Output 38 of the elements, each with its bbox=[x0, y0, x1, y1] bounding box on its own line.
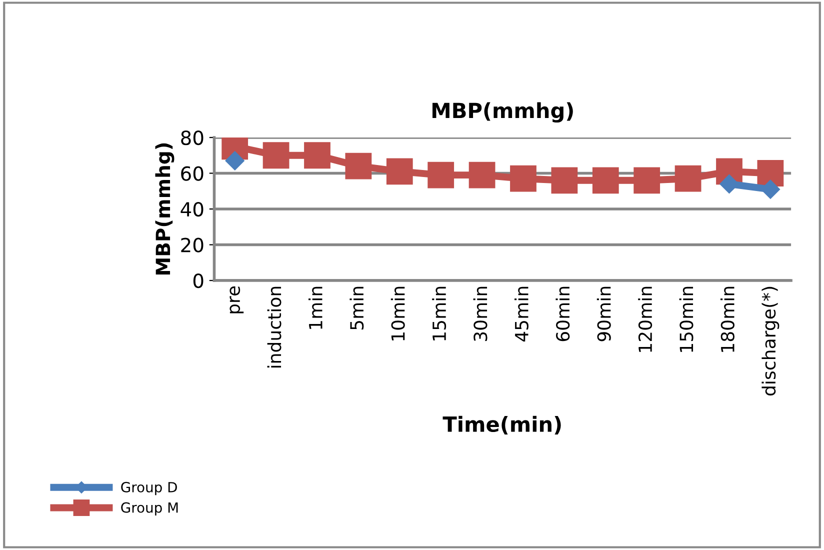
x-tick-label: 30min bbox=[473, 286, 488, 342]
point bbox=[674, 165, 702, 192]
y-tick-label: 60 bbox=[181, 166, 204, 181]
point bbox=[592, 167, 619, 194]
x-tick-label: 1min bbox=[308, 286, 322, 329]
x-tick-label: 90min bbox=[596, 286, 611, 342]
x-tick-label: 150min bbox=[679, 286, 694, 352]
point bbox=[345, 152, 372, 180]
point bbox=[262, 142, 290, 169]
point bbox=[304, 142, 330, 169]
x-tick-label: induction bbox=[267, 286, 282, 368]
x-axis-title: Time(min) bbox=[442, 416, 561, 434]
x-tick-label: 5min bbox=[350, 286, 364, 330]
point bbox=[760, 180, 780, 199]
legend-label: Group M bbox=[121, 502, 178, 516]
x-tick-label: 45min bbox=[514, 286, 528, 342]
x-tick-label: 15min bbox=[432, 286, 446, 340]
y-tick-label: 80 bbox=[181, 130, 204, 146]
x-tick-label: 60min bbox=[556, 286, 570, 342]
x-tick-label: discharge(*) bbox=[762, 286, 780, 396]
point bbox=[551, 167, 578, 194]
chart-title: MBP(mmhg) bbox=[432, 102, 573, 123]
y-axis-title: MBP(mmhg) bbox=[155, 143, 174, 274]
point bbox=[468, 162, 496, 188]
x-tick-label: 120min bbox=[638, 286, 652, 352]
y-tick-label: 0 bbox=[193, 273, 204, 288]
point bbox=[428, 162, 454, 188]
point bbox=[225, 151, 244, 170]
y-tick-label: 40 bbox=[180, 202, 204, 217]
point bbox=[510, 165, 536, 192]
x-tick-label: 180min bbox=[720, 286, 734, 352]
y-tick-label: 20 bbox=[181, 238, 204, 252]
point bbox=[757, 160, 784, 186]
x-tick-label: 10min bbox=[390, 286, 405, 340]
point bbox=[634, 167, 660, 194]
x-tick-label: pre bbox=[230, 286, 244, 314]
legend-label: Group D bbox=[121, 482, 177, 496]
point bbox=[386, 158, 413, 185]
